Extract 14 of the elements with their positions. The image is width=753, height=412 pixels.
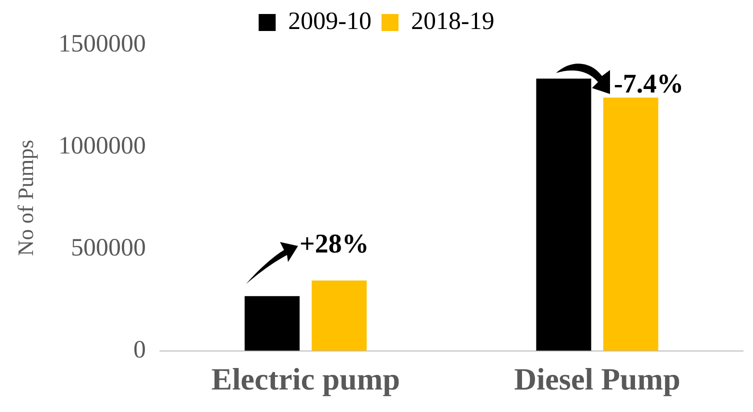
bar bbox=[244, 296, 300, 351]
legend-label: 2009-10 bbox=[288, 8, 372, 36]
bar bbox=[603, 98, 658, 351]
y-tick-label: 0 bbox=[133, 336, 146, 364]
x-tick-label: Electric pump bbox=[211, 361, 400, 396]
annotation: +28% bbox=[300, 228, 369, 258]
annotation: -7.4% bbox=[614, 68, 684, 99]
bar bbox=[312, 280, 367, 351]
y-axis-title: No of Pumps bbox=[12, 140, 38, 256]
y-tick-label: 1000000 bbox=[58, 132, 146, 160]
y-tick-label: 500000 bbox=[70, 234, 146, 262]
x-tick-label: Diesel Pump bbox=[514, 361, 680, 396]
legend-label: 2018-19 bbox=[411, 8, 494, 36]
y-tick-label: 1500000 bbox=[58, 30, 146, 58]
